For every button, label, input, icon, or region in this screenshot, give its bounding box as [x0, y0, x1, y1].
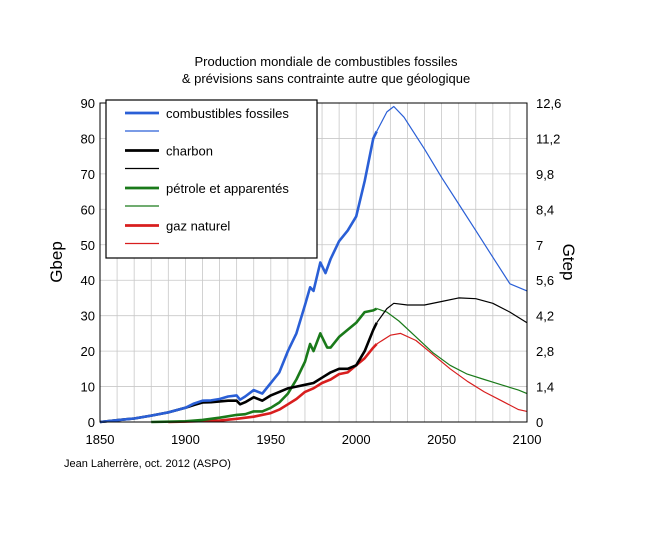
series-oil-forecast [376, 308, 528, 395]
y-tick-label-left: 30 [81, 309, 95, 324]
y-tick-label-right: 1,4 [536, 380, 554, 395]
series-gas-forecast [376, 332, 528, 412]
series-layer [99, 105, 528, 424]
tick-labels: 1850 1900 1950 2000 2050 21000102030405060708… [81, 96, 562, 447]
y-tick-label-right: 12,6 [536, 96, 561, 111]
chart-title-line-2: & prévisions sans contrainte autre que g… [181, 71, 471, 86]
x-tick-label: 2000 [342, 432, 371, 447]
x-tick-label: 1950 [256, 432, 285, 447]
y-tick-label-right: 4,2 [536, 309, 554, 324]
series-oil-historical [151, 307, 378, 424]
series-gas-historical [168, 343, 378, 424]
y-tick-label-left: 0 [88, 415, 95, 430]
legend-box [105, 99, 318, 259]
y-axis-label-right: Gtep [559, 244, 578, 281]
legend-label-coal: charbon [166, 144, 213, 159]
y-axis-label-left: Gbep [47, 241, 66, 283]
y-tick-label-left: 40 [81, 273, 95, 288]
x-tick-label: 1900 [171, 432, 200, 447]
chart-title-line-1: Production mondiale de combustibles foss… [194, 54, 458, 69]
series-fossil-forecast [376, 105, 528, 292]
source-credit: Jean Laherrère, oct. 2012 (ASPO) [64, 458, 231, 470]
y-tick-label-left: 60 [81, 202, 95, 217]
legend-label-oil: pétrole et apparentés [166, 181, 289, 196]
y-tick-label-left: 80 [81, 131, 95, 146]
x-tick-label: 2100 [513, 432, 542, 447]
series-coal-forecast [376, 297, 528, 324]
y-tick-label-left: 70 [81, 167, 95, 182]
legend: combustibles fossiles charbon pétrole et a… [105, 99, 318, 259]
legend-label-fossil: combustibles fossiles [166, 106, 289, 121]
y-tick-label-left: 50 [81, 238, 95, 253]
y-tick-label-right: 8,4 [536, 202, 554, 217]
y-tick-label-right: 11,2 [536, 131, 560, 146]
y-tick-label-right: 0 [536, 415, 543, 430]
y-tick-label-left: 20 [81, 344, 95, 359]
series-fossil-historical [99, 130, 378, 424]
y-tick-label-right: 2,8 [536, 344, 554, 359]
y-tick-label-right: 7 [536, 238, 543, 253]
x-tick-label: 2050 [427, 432, 456, 447]
series-coal-historical [99, 322, 378, 424]
y-tick-label-right: 5,6 [536, 273, 554, 288]
y-tick-label-left: 10 [81, 380, 95, 395]
x-tick-label: 1850 [86, 432, 115, 447]
legend-label-gas: gaz naturel [166, 219, 230, 234]
y-tick-label-right: 9,8 [536, 167, 554, 182]
y-tick-label-left: 90 [81, 96, 95, 111]
